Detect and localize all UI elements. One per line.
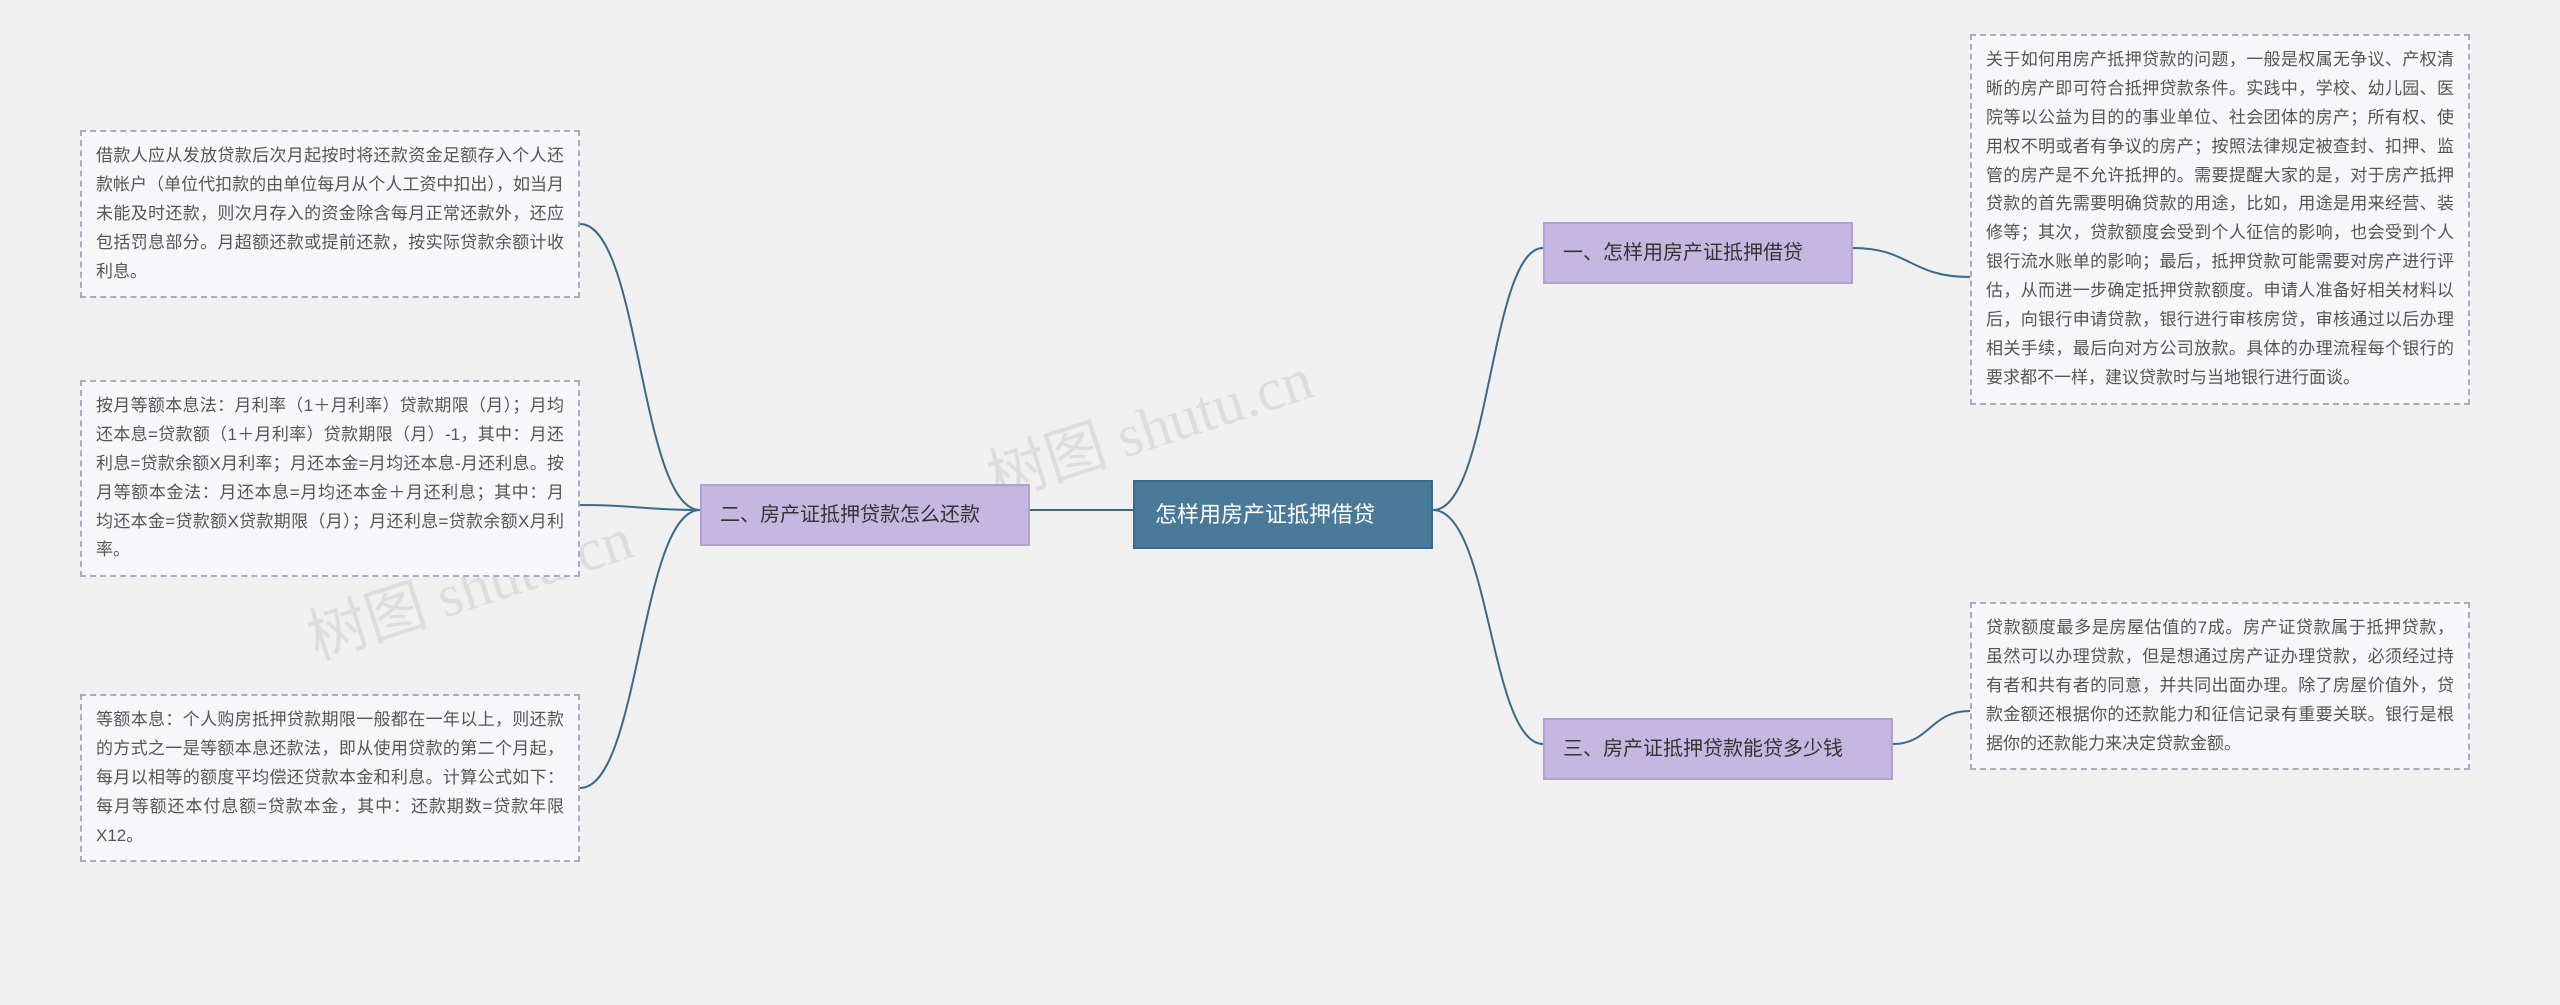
leaf-node-2-2[interactable]: 按月等额本息法：月利率（1＋月利率）贷款期限（月）；月均还本息=贷款额（1＋月利… xyxy=(80,380,580,577)
leaf-node-1-1[interactable]: 关于如何用房产抵押贷款的问题，一般是权属无争议、产权清晰的房产即可符合抵押贷款条… xyxy=(1970,34,2470,405)
mindmap-canvas: 树图 shutu.cn 树图 shutu.cn 树图 shutu.cn 怎样用房… xyxy=(0,0,2560,1005)
branch-node-2[interactable]: 二、房产证抵押贷款怎么还款 xyxy=(700,484,1030,546)
branch-node-3[interactable]: 三、房产证抵押贷款能贷多少钱 xyxy=(1543,718,1893,780)
leaf-node-2-3[interactable]: 等额本息：个人购房抵押贷款期限一般都在一年以上，则还款的方式之一是等额本息还款法… xyxy=(80,694,580,862)
leaf-node-2-1[interactable]: 借款人应从发放贷款后次月起按时将还款资金足额存入个人还款帐户（单位代扣款的由单位… xyxy=(80,130,580,298)
branch-node-1[interactable]: 一、怎样用房产证抵押借贷 xyxy=(1543,222,1853,284)
leaf-node-3-1[interactable]: 贷款额度最多是房屋估值的7成。房产证贷款属于抵押贷款，虽然可以办理贷款，但是想通… xyxy=(1970,602,2470,770)
root-node[interactable]: 怎样用房产证抵押借贷 xyxy=(1133,480,1433,549)
